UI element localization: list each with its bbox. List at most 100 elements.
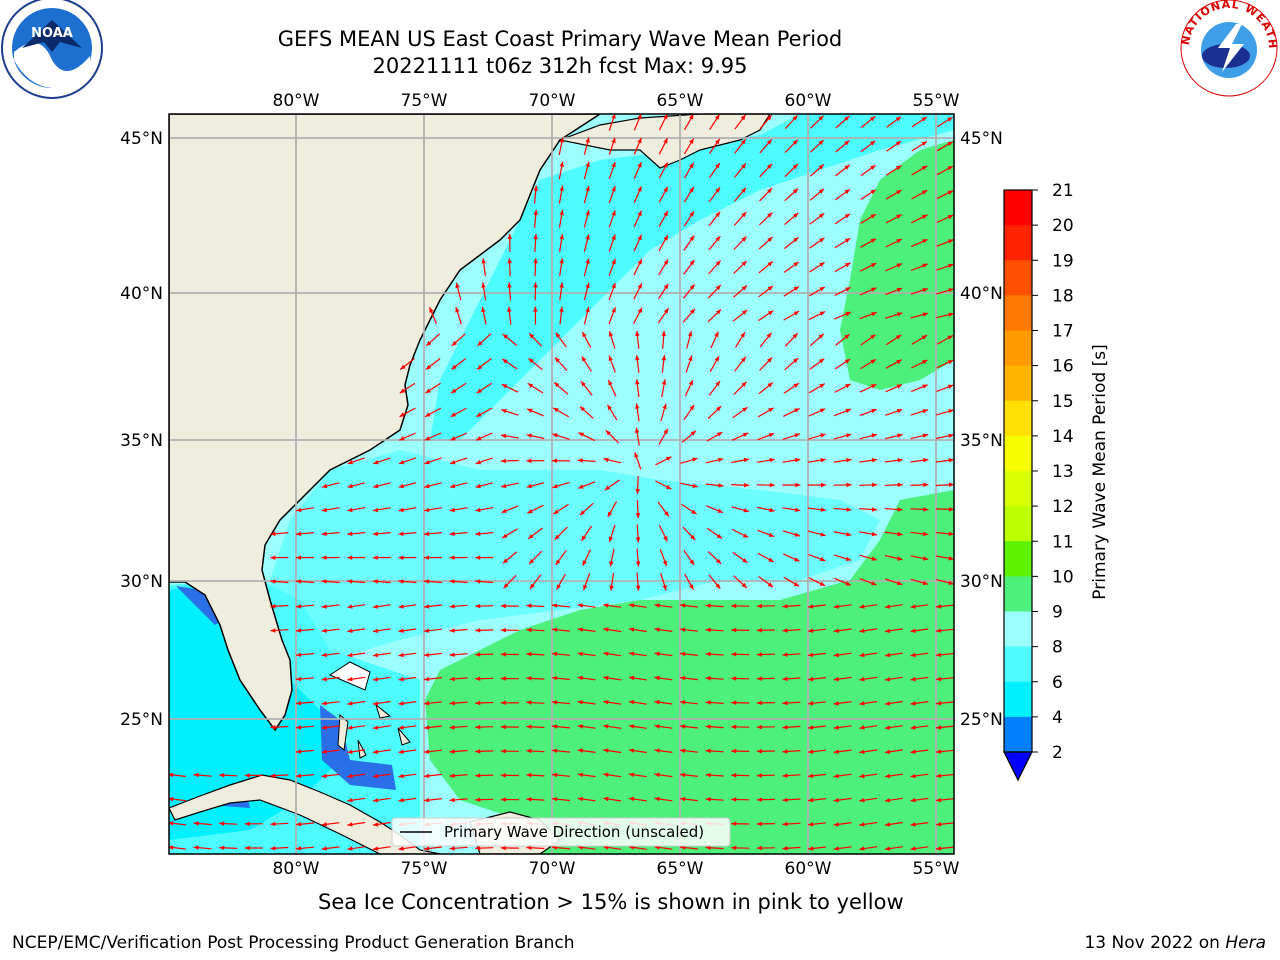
wave-arrow-head xyxy=(526,627,532,633)
wave-arrow-head xyxy=(449,846,455,851)
wave-arrow-head xyxy=(896,580,903,586)
wave-arrow-head xyxy=(782,749,788,754)
wave-arrow-head xyxy=(429,307,434,313)
wave-arrow-head xyxy=(475,628,481,633)
wave-arrow-head xyxy=(635,355,640,361)
wave-arrow-head xyxy=(859,846,865,851)
wave-arrow-head xyxy=(833,749,839,754)
wave-arrow-head xyxy=(845,312,851,317)
wave-arrow-head xyxy=(424,797,430,803)
wave-arrow-head xyxy=(637,234,642,241)
wave-arrow-head xyxy=(635,379,640,385)
wave-arrow-head xyxy=(859,677,865,682)
colorbar-tick-label: 14 xyxy=(1052,427,1074,447)
wave-arrow-head xyxy=(833,676,839,682)
wave-arrow-head xyxy=(502,533,508,539)
lon-label: 70°W xyxy=(529,859,576,879)
colorbar-segment xyxy=(1004,190,1032,226)
wave-arrow-head xyxy=(808,676,814,682)
wave-arrow-head xyxy=(845,433,852,438)
wave-arrow-head xyxy=(767,188,773,194)
wave-arrow-head xyxy=(818,188,824,194)
wave-arrow-head xyxy=(922,409,928,414)
wave-arrow-head xyxy=(347,483,353,489)
wave-arrow-head xyxy=(947,166,953,171)
wave-arrow-head xyxy=(936,725,942,730)
wave-arrow-head xyxy=(321,846,327,851)
wave-arrow-head xyxy=(475,724,481,730)
lon-label: 65°W xyxy=(657,91,704,111)
wave-arrow-head xyxy=(897,458,903,463)
wave-arrow-head xyxy=(689,559,695,565)
wave-arrow-head xyxy=(742,533,749,538)
wave-arrow-head xyxy=(718,457,724,463)
nws-logo: NATIONAL WEATHER SERVICE xyxy=(0,0,1278,97)
wave-arrow-head xyxy=(922,312,929,317)
wave-arrow-head xyxy=(507,234,512,239)
wave-arrow-head xyxy=(552,724,558,729)
wave-arrow-head xyxy=(766,139,772,145)
wave-arrow-head xyxy=(936,846,942,851)
wave-arrow-head xyxy=(347,652,353,658)
wave-arrow-head xyxy=(819,287,825,292)
wave-arrow-head xyxy=(896,287,903,293)
wave-arrow-head xyxy=(526,651,532,657)
wave-arrow-head xyxy=(501,483,507,489)
wave-arrow-head xyxy=(501,384,508,389)
wave-arrow-head xyxy=(424,579,430,584)
wave-arrow-head xyxy=(663,283,669,290)
wave-arrow-head xyxy=(398,483,405,489)
colorbar-tick-label: 8 xyxy=(1052,638,1063,658)
wave-arrow-head xyxy=(782,773,788,778)
wave-arrow-head xyxy=(769,482,775,488)
wave-arrow-head xyxy=(500,652,506,657)
wave-arrow-head xyxy=(424,676,430,682)
wave-arrow-head xyxy=(731,700,737,705)
wave-arrow-head xyxy=(922,263,928,268)
wave-arrow-head xyxy=(833,701,839,706)
wave-arrow-head xyxy=(347,749,353,754)
wave-arrow-head xyxy=(559,185,564,192)
wave-arrow-head xyxy=(583,584,588,591)
wave-arrow-head xyxy=(663,308,669,314)
wave-arrow-head xyxy=(603,724,609,729)
wave-arrow-head xyxy=(948,556,954,561)
wave-arrow-head xyxy=(792,139,798,145)
wave-arrow-head xyxy=(500,700,506,705)
wave-arrow-head xyxy=(321,483,328,489)
wave-arrow-head xyxy=(731,724,737,730)
wave-arrow-head xyxy=(884,822,891,827)
wave-arrow-head xyxy=(169,821,174,826)
wave-arrow-head xyxy=(398,555,404,560)
wave-arrow-head xyxy=(689,138,694,144)
wave-arrow-head xyxy=(552,700,558,705)
wave-arrow-head xyxy=(244,845,250,851)
wave-arrow-head xyxy=(897,531,903,537)
wave-arrow-head xyxy=(585,258,590,264)
wave-arrow-head xyxy=(793,358,799,364)
wave-arrow-head xyxy=(526,845,532,850)
wave-arrow-head xyxy=(948,433,954,438)
wave-arrow-head xyxy=(582,331,587,338)
wave-arrow-head xyxy=(808,701,814,706)
wave-arrow-head xyxy=(400,364,406,370)
wave-arrow-head xyxy=(663,162,668,168)
lat-label: 45°N xyxy=(960,129,1003,149)
wave-arrow-head xyxy=(502,359,508,364)
wave-arrow-head xyxy=(756,628,762,633)
wave-arrow-head xyxy=(947,360,954,365)
wave-arrow-head xyxy=(715,236,721,242)
colorbar-tick-label: 17 xyxy=(1052,322,1074,342)
wave-arrow-head xyxy=(871,287,877,292)
wave-arrow-head xyxy=(449,483,456,489)
wave-arrow-head xyxy=(845,262,851,268)
lon-labels-bottom: 80°W 75°W 70°W 65°W 60°W 55°W xyxy=(273,859,960,879)
wave-arrow-head xyxy=(608,380,613,386)
colorbar-tick-label: 19 xyxy=(1052,251,1074,271)
wave-arrow-head xyxy=(936,652,942,657)
wave-arrow-head xyxy=(398,531,404,536)
wave-arrow-head xyxy=(731,652,737,657)
wave-arrow-head xyxy=(740,332,745,338)
wave-arrow-head xyxy=(833,725,839,730)
wave-arrow-head xyxy=(936,822,942,827)
